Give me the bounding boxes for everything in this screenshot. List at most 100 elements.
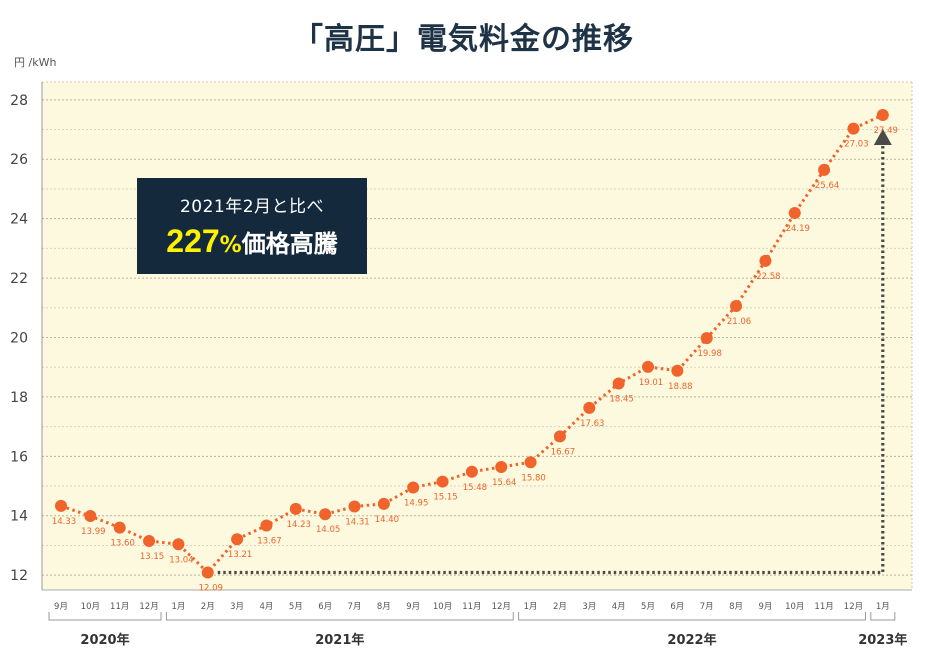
- data-label: 22.58: [756, 272, 780, 282]
- data-label: 13.60: [111, 539, 135, 549]
- comparison-arrow-line: [217, 142, 885, 575]
- x-tick-label: 3月: [230, 602, 244, 612]
- comparison-arrow-head: [873, 128, 892, 145]
- x-tick-label: 6月: [670, 602, 684, 612]
- plot-background: [42, 82, 912, 590]
- x-tick-labels: 9月 10月 11月 12月 1月 2月 3月 4月 5月 6月 7月 8月 9月 10月 11月 12月 1月…: [54, 602, 890, 612]
- data-labels: 14.33 13.99 13.60 13.15 13.04 12.09 13.21 13.67…: [52, 126, 898, 593]
- y-tick-label: 24: [10, 212, 28, 228]
- data-point: [172, 538, 185, 551]
- data-label: 15.80: [521, 473, 545, 483]
- data-label: 15.15: [433, 493, 457, 503]
- data-label: 17.63: [580, 419, 604, 429]
- data-label: 14.95: [404, 499, 428, 509]
- data-point: [113, 521, 126, 534]
- x-tick-label: 2月: [201, 602, 215, 612]
- data-point: [407, 481, 420, 494]
- y-tick-label: 28: [10, 93, 28, 109]
- data-label: 18.45: [609, 395, 633, 405]
- x-tick-label: 3月: [582, 602, 596, 612]
- x-tick-label: 5月: [641, 602, 655, 612]
- year-groups: 2020年 2021年 2022年 2023年: [48, 612, 907, 648]
- data-label: 19.98: [698, 349, 722, 359]
- y-tick-label: 16: [10, 449, 28, 465]
- y-tick-label: 12: [10, 568, 28, 584]
- data-point: [524, 456, 537, 469]
- axes: 12 14 16 18 20 22 24 26 28: [10, 82, 912, 591]
- data-point: [260, 519, 273, 532]
- x-tick-label: 9月: [406, 602, 420, 612]
- callout-line1: 2021年2月と比べ: [179, 197, 325, 217]
- data-label: 21.06: [727, 317, 751, 327]
- x-tick-label: 10月: [433, 602, 452, 612]
- data-point: [377, 497, 390, 510]
- year-label: 2021年: [315, 632, 364, 648]
- x-tick-label: 4月: [612, 602, 626, 612]
- data-label: 27.03: [844, 140, 868, 150]
- year-bracket: [48, 612, 162, 621]
- data-label: 13.04: [169, 555, 193, 565]
- x-tick-label: 11月: [462, 602, 481, 612]
- plot-area: [42, 82, 912, 590]
- data-point: [201, 566, 214, 579]
- data-point: [700, 332, 713, 345]
- y-tick-label: 22: [10, 271, 28, 287]
- x-tick-label: 1月: [171, 602, 185, 612]
- x-tick-label: 4月: [259, 602, 273, 612]
- y-tick-label: 26: [10, 152, 28, 168]
- data-point: [612, 377, 625, 390]
- year-label: 2020年: [80, 632, 129, 648]
- data-label: 18.88: [668, 382, 692, 392]
- x-tick-label: 2月: [553, 602, 567, 612]
- y-tick-label: 20: [10, 330, 28, 346]
- year-bracket: [518, 612, 866, 621]
- data-point: [876, 108, 889, 121]
- data-label: 14.33: [52, 517, 76, 527]
- x-tick-label: 10月: [81, 602, 100, 612]
- data-point: [465, 465, 478, 478]
- x-tick-label: 7月: [348, 602, 362, 612]
- x-tick-label: 6月: [318, 602, 332, 612]
- data-label: 14.31: [345, 518, 369, 528]
- data-point: [642, 360, 654, 373]
- x-tick-label: 1月: [524, 602, 538, 612]
- data-label: 19.01: [639, 378, 663, 388]
- y-tick-label: 18: [10, 390, 28, 406]
- data-point: [289, 502, 302, 515]
- year-label: 2023年: [858, 632, 907, 648]
- data-label: 15.64: [492, 478, 516, 488]
- data-label: 25.64: [815, 181, 839, 191]
- x-tick-label: 9月: [758, 602, 772, 612]
- callout-line2-text: 価格高騰: [241, 230, 338, 258]
- x-tick-label: 12月: [139, 602, 158, 612]
- x-tick-label: 10月: [785, 602, 804, 612]
- data-label: 12.09: [199, 583, 223, 593]
- data-label: 27.49: [874, 126, 898, 136]
- data-label: 13.67: [257, 537, 281, 547]
- data-point: [231, 533, 244, 546]
- series-line-path: [60, 113, 884, 575]
- data-label: 15.48: [463, 483, 487, 493]
- x-tick-label: 11月: [814, 602, 833, 612]
- x-tick-label: 8月: [377, 602, 391, 612]
- callout-percent-sign: %: [219, 233, 242, 258]
- x-tick-label: 12月: [492, 602, 511, 612]
- x-tick-label: 11月: [110, 602, 129, 612]
- x-tick-label: 7月: [700, 602, 714, 612]
- data-point: [788, 207, 801, 220]
- data-point: [55, 499, 67, 512]
- y-axis-unit-label: 円 /kWh: [14, 56, 57, 69]
- year-bracket: [165, 612, 514, 621]
- data-point: [553, 430, 566, 443]
- data-label: 13.15: [140, 552, 164, 562]
- x-tick-label: 8月: [729, 602, 743, 612]
- data-label: 16.67: [551, 447, 575, 457]
- data-point: [495, 461, 508, 474]
- data-label: 13.99: [81, 527, 105, 537]
- callout-line2: 227%価格高騰: [137, 223, 367, 260]
- y-tick-label: 14: [10, 509, 28, 525]
- data-point: [730, 299, 743, 312]
- data-label: 24.19: [786, 224, 810, 234]
- data-point: [143, 534, 156, 547]
